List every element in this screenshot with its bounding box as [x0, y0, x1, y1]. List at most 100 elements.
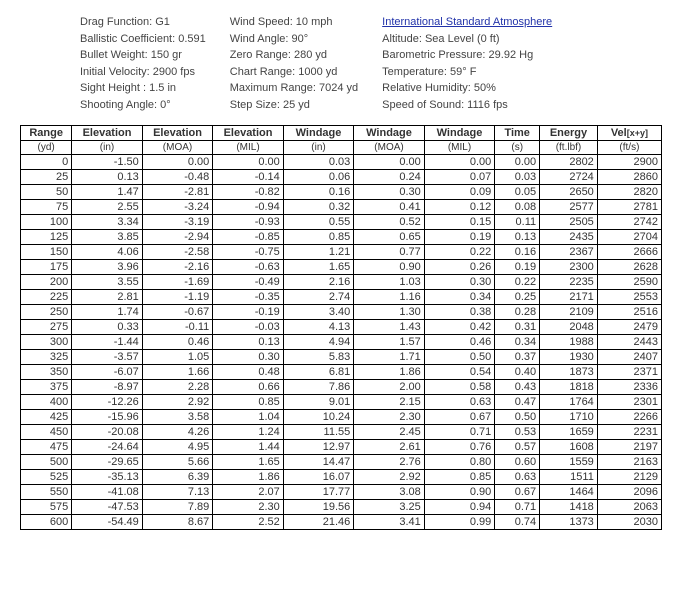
table-row: 1504.06-2.58-0.751.210.770.220.162367266…: [21, 245, 662, 260]
table-cell: 2171: [540, 290, 598, 305]
table-cell: 300: [21, 335, 72, 350]
table-cell: 1.24: [213, 425, 284, 440]
table-cell: 12.97: [283, 440, 354, 455]
table-cell: 0.19: [495, 260, 540, 275]
table-cell: 2.30: [354, 410, 425, 425]
table-cell: 3.85: [72, 230, 143, 245]
table-cell: 0.13: [495, 230, 540, 245]
table-cell: 19.56: [283, 500, 354, 515]
table-cell: -0.75: [213, 245, 284, 260]
table-cell: 2553: [597, 290, 661, 305]
table-cell: -0.19: [213, 305, 284, 320]
table-cell: 425: [21, 410, 72, 425]
table-cell: 2.55: [72, 200, 143, 215]
table-cell: 400: [21, 395, 72, 410]
table-cell: 0.40: [495, 365, 540, 380]
table-row: 2003.55-1.69-0.492.161.030.300.222235259…: [21, 275, 662, 290]
table-cell: 2516: [597, 305, 661, 320]
table-cell: -2.58: [142, 245, 213, 260]
table-cell: 4.26: [142, 425, 213, 440]
table-cell: 2577: [540, 200, 598, 215]
table-cell: 0.58: [424, 380, 495, 395]
table-cell: 2820: [597, 185, 661, 200]
table-cell: 1873: [540, 365, 598, 380]
table-cell: 0.25: [495, 290, 540, 305]
table-header: Time: [495, 126, 540, 141]
table-cell: 2650: [540, 185, 598, 200]
table-cell: 275: [21, 320, 72, 335]
table-unit: (MIL): [213, 141, 284, 155]
table-cell: 0.85: [283, 230, 354, 245]
table-cell: 0.55: [283, 215, 354, 230]
table-cell: 0.66: [213, 380, 284, 395]
table-cell: 325: [21, 350, 72, 365]
table-cell: -12.26: [72, 395, 143, 410]
table-cell: 1930: [540, 350, 598, 365]
ballistics-table: RangeElevationElevationElevationWindageW…: [20, 125, 662, 530]
table-cell: 2407: [597, 350, 661, 365]
table-cell: -54.49: [72, 515, 143, 530]
table-cell: 2628: [597, 260, 661, 275]
table-cell: 0.34: [424, 290, 495, 305]
table-cell: 3.41: [354, 515, 425, 530]
table-cell: -2.94: [142, 230, 213, 245]
table-cell: 0.65: [354, 230, 425, 245]
table-cell: 0.00: [213, 155, 284, 170]
table-cell: 2781: [597, 200, 661, 215]
meta-max-range: Maximum Range: 7024 yd: [230, 80, 358, 97]
table-cell: 1.86: [213, 470, 284, 485]
table-header-row: RangeElevationElevationElevationWindageW…: [21, 126, 662, 141]
table-cell: 1659: [540, 425, 598, 440]
table-cell: -24.64: [72, 440, 143, 455]
table-cell: 450: [21, 425, 72, 440]
table-units-row: (yd)(in)(MOA)(MIL)(in)(MOA)(MIL)(s)(ft.l…: [21, 141, 662, 155]
table-header: Range: [21, 126, 72, 141]
table-cell: 1373: [540, 515, 598, 530]
table-unit: (MIL): [424, 141, 495, 155]
table-cell: 0.71: [495, 500, 540, 515]
table-cell: 0.67: [424, 410, 495, 425]
table-cell: 2.92: [142, 395, 213, 410]
table-cell: 350: [21, 365, 72, 380]
table-cell: 0.05: [495, 185, 540, 200]
table-unit: (ft/s): [597, 141, 661, 155]
table-cell: 175: [21, 260, 72, 275]
meta-col-atmosphere: International Standard Atmosphere Altitu…: [382, 14, 552, 113]
table-row: 350-6.071.660.486.811.860.540.4018732371: [21, 365, 662, 380]
table-header: Elevation: [72, 126, 143, 141]
table-unit: (s): [495, 141, 540, 155]
table-cell: -0.93: [213, 215, 284, 230]
table-cell: 2129: [597, 470, 661, 485]
meta-step-size: Step Size: 25 yd: [230, 97, 358, 114]
table-cell: -0.94: [213, 200, 284, 215]
table-cell: -0.63: [213, 260, 284, 275]
table-cell: 75: [21, 200, 72, 215]
table-cell: 0.09: [424, 185, 495, 200]
table-cell: 2367: [540, 245, 598, 260]
table-cell: 0.46: [142, 335, 213, 350]
table-cell: 2048: [540, 320, 598, 335]
meta-humidity: Relative Humidity: 50%: [382, 80, 552, 97]
table-cell: 2860: [597, 170, 661, 185]
table-cell: 2479: [597, 320, 661, 335]
table-cell: 7.89: [142, 500, 213, 515]
table-cell: 0.08: [495, 200, 540, 215]
table-cell: 0.99: [424, 515, 495, 530]
table-cell: 1764: [540, 395, 598, 410]
table-cell: 1.03: [354, 275, 425, 290]
table-cell: 2666: [597, 245, 661, 260]
table-cell: 0.90: [354, 260, 425, 275]
table-cell: 0.63: [424, 395, 495, 410]
table-cell: 2505: [540, 215, 598, 230]
table-row: 501.47-2.81-0.820.160.300.090.0526502820: [21, 185, 662, 200]
table-cell: 0.16: [283, 185, 354, 200]
table-row: 752.55-3.24-0.940.320.410.120.0825772781: [21, 200, 662, 215]
table-cell: 0.19: [424, 230, 495, 245]
table-cell: 0.15: [424, 215, 495, 230]
table-cell: 0.48: [213, 365, 284, 380]
table-cell: 2435: [540, 230, 598, 245]
table-cell: 0.54: [424, 365, 495, 380]
table-cell: 5.83: [283, 350, 354, 365]
table-cell: 550: [21, 485, 72, 500]
meta-sight-height: Sight Height : 1.5 in: [80, 80, 206, 97]
